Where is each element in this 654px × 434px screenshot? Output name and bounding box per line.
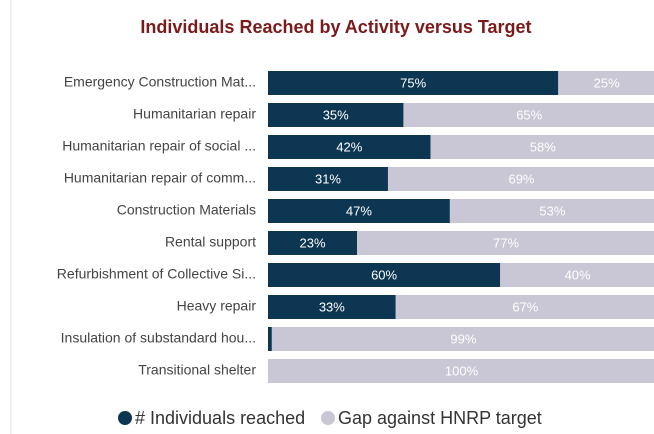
- value-label: 99%: [450, 331, 476, 346]
- bar-segment: [268, 199, 450, 223]
- category-label: Construction Materials: [117, 202, 256, 218]
- category-label: Humanitarian repair: [133, 106, 256, 122]
- bar-segment: [403, 103, 654, 127]
- legend-swatch: [321, 411, 335, 425]
- value-label: 23%: [299, 235, 325, 250]
- category-label: Heavy repair: [177, 298, 257, 314]
- bar-segment: [449, 199, 654, 223]
- category-label: Transitional shelter: [138, 362, 256, 378]
- value-label: 25%: [594, 75, 620, 90]
- value-label: 100%: [445, 363, 479, 378]
- value-label: 69%: [508, 171, 534, 186]
- bar-segment: [395, 295, 654, 319]
- value-label: 75%: [400, 75, 426, 90]
- bar-segment: [268, 135, 431, 159]
- legend-label: Gap against HNRP target: [338, 408, 542, 428]
- bar-segment: [357, 231, 654, 255]
- category-label: Rental support: [165, 234, 256, 250]
- category-label: Humanitarian repair of social ...: [62, 138, 256, 154]
- value-label: 40%: [565, 267, 591, 282]
- bar-segment: [271, 327, 654, 351]
- bar-segment: [268, 295, 396, 319]
- value-label: 31%: [315, 171, 341, 186]
- bar-segment: [500, 263, 654, 287]
- bar-segment: [268, 359, 654, 383]
- value-label: 42%: [336, 139, 362, 154]
- value-label: 35%: [323, 107, 349, 122]
- bar-segment: [558, 71, 654, 95]
- bar-segment: [387, 167, 654, 191]
- bar-segment: [268, 167, 388, 191]
- bar-segment: [430, 135, 654, 159]
- value-label: 53%: [539, 203, 565, 218]
- legend-swatch: [118, 411, 132, 425]
- category-label: Insulation of substandard hou...: [61, 330, 256, 346]
- category-label: Refurbishment of Collective Si...: [57, 266, 256, 282]
- value-label: 77%: [493, 235, 519, 250]
- bar-segment: [268, 327, 272, 351]
- value-label: 65%: [516, 107, 542, 122]
- value-label: 58%: [530, 139, 556, 154]
- legend-label: # Individuals reached: [135, 408, 305, 428]
- bar-segment: [268, 263, 501, 287]
- value-label: 67%: [512, 299, 538, 314]
- chart-title: Individuals Reached by Activity versus T…: [140, 17, 531, 37]
- value-label: 33%: [319, 299, 345, 314]
- value-label: 60%: [371, 267, 397, 282]
- bar-segment: [268, 103, 404, 127]
- value-label: 47%: [346, 203, 372, 218]
- category-label: Emergency Construction Mat...: [64, 74, 256, 90]
- bar-segment: [268, 71, 559, 95]
- bar-segment: [268, 231, 358, 255]
- category-label: Humanitarian repair of comm...: [64, 170, 256, 186]
